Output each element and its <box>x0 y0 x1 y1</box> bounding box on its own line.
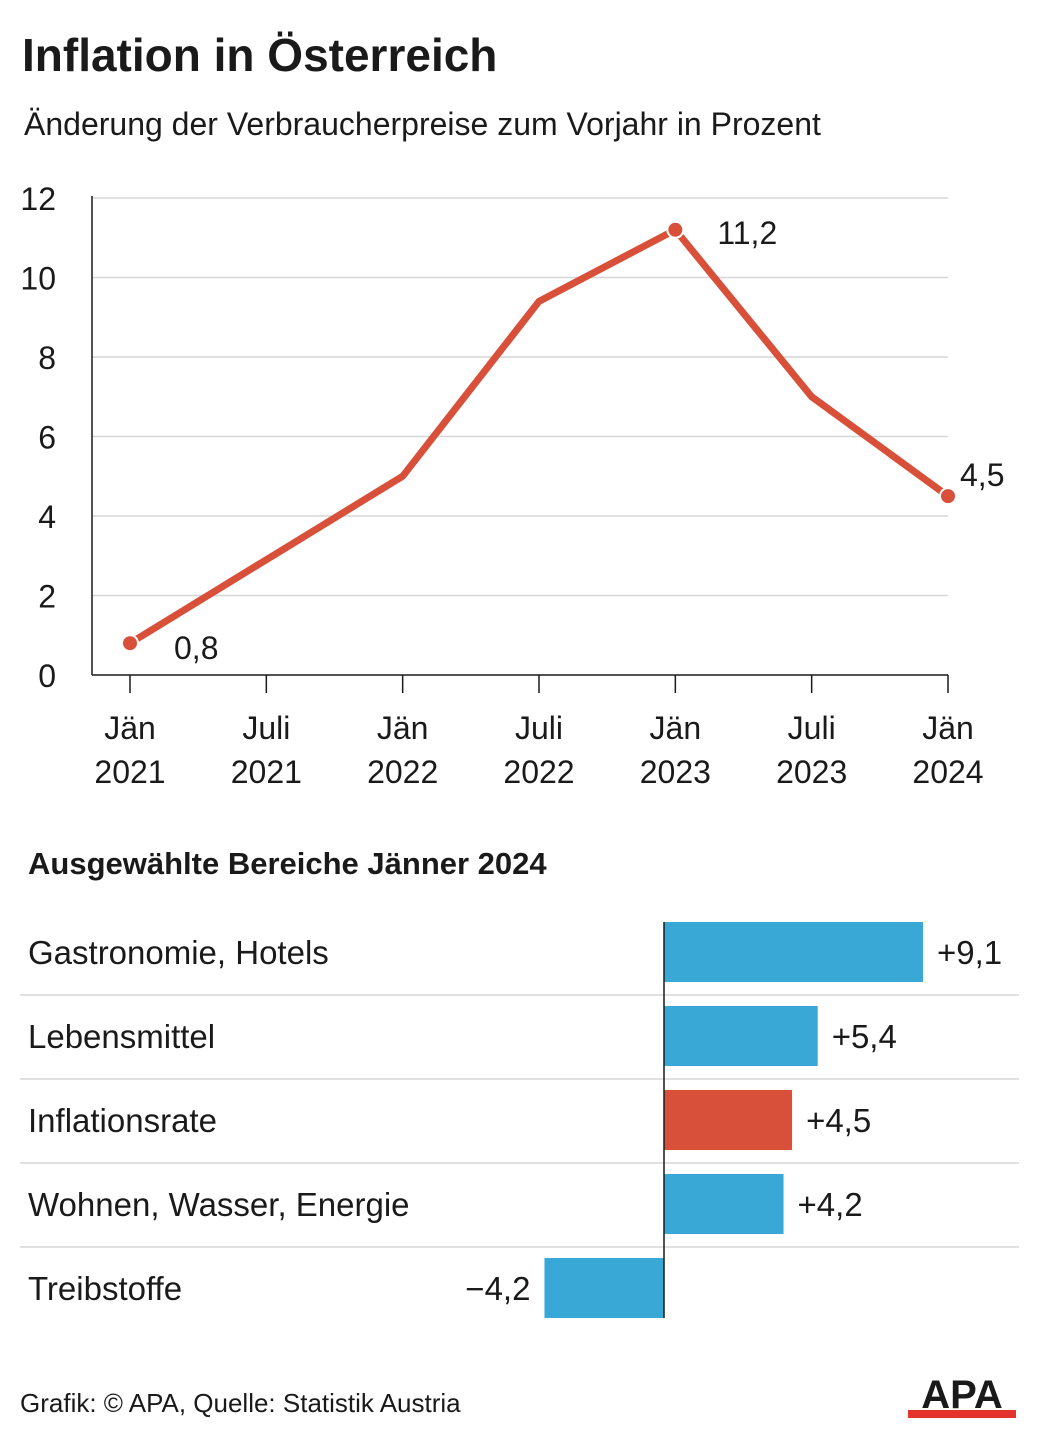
chart-title: Inflation in Österreich <box>22 29 498 81</box>
data-point <box>939 487 957 506</box>
bar-chart: Gastronomie, Hotels +9,1 Lebensmittel +5,4 I… <box>20 922 1019 1318</box>
x-tick-label-month: Juli <box>515 710 563 746</box>
bar-category-label: Gastronomie, Hotels <box>28 934 329 971</box>
x-tick-label-year: 2022 <box>503 754 574 790</box>
x-tick-label-year: 2021 <box>94 754 165 790</box>
x-tick-label-year: 2024 <box>912 754 983 790</box>
bar-value-label: +5,4 <box>832 1018 897 1055</box>
bar <box>664 922 923 982</box>
y-tick-label: 8 <box>38 340 56 376</box>
data-label: 4,5 <box>960 457 1004 493</box>
bar-value-label: −4,2 <box>465 1270 530 1307</box>
y-tick-label: 12 <box>20 181 56 217</box>
bar-value-label: +9,1 <box>937 934 1002 971</box>
x-tick-label-month: Jän <box>922 710 974 746</box>
x-tick-label-year: 2022 <box>367 754 438 790</box>
y-tick-label: 0 <box>38 658 56 694</box>
bar-chart-title: Ausgewählte Bereiche Jänner 2024 <box>28 846 547 881</box>
y-tick-label: 6 <box>38 420 56 456</box>
bar-category-label: Lebensmittel <box>28 1018 215 1055</box>
bar-value-label: +4,2 <box>798 1186 863 1223</box>
x-tick-label-month: Juli <box>788 710 836 746</box>
line-chart: 0 2 4 6 8 10 12 Jän 2021 Juli 2021 Jän 2022 Juli 2022 J… <box>20 181 1004 790</box>
x-tick-label-month: Jän <box>377 710 429 746</box>
x-tick-label-year: 2023 <box>640 754 711 790</box>
source-note: Grafik: © APA, Quelle: Statistik Austria <box>20 1388 461 1418</box>
bar <box>664 1090 793 1150</box>
x-tick-label-month: Juli <box>242 710 290 746</box>
data-label: 11,2 <box>717 215 777 251</box>
data-point <box>666 220 685 239</box>
data-point <box>121 634 139 653</box>
chart-subtitle: Änderung der Verbraucherpreise zum Vorja… <box>24 106 821 142</box>
apa-logo-bar <box>908 1410 1016 1418</box>
bar-category-label: Inflationsrate <box>28 1102 217 1139</box>
apa-logo-text: APA <box>921 1373 1002 1417</box>
data-label: 0,8 <box>174 630 218 666</box>
x-tick-label-month: Jän <box>650 710 702 746</box>
x-tick-label-month: Jän <box>104 710 156 746</box>
series-line <box>126 226 952 647</box>
y-tick-label: 2 <box>38 579 56 615</box>
x-tick-label-year: 2021 <box>231 754 302 790</box>
y-tick-label: 10 <box>20 261 56 297</box>
x-tick-label-year: 2023 <box>776 754 847 790</box>
bar <box>664 1174 784 1234</box>
bar <box>544 1258 664 1318</box>
bar-category-label: Wohnen, Wasser, Energie <box>28 1186 410 1223</box>
bar <box>664 1006 818 1066</box>
y-tick-label: 4 <box>38 499 56 535</box>
bar-category-label: Treibstoffe <box>28 1270 182 1307</box>
apa-logo: APA <box>908 1373 1016 1418</box>
bar-value-label: +4,5 <box>806 1102 871 1139</box>
